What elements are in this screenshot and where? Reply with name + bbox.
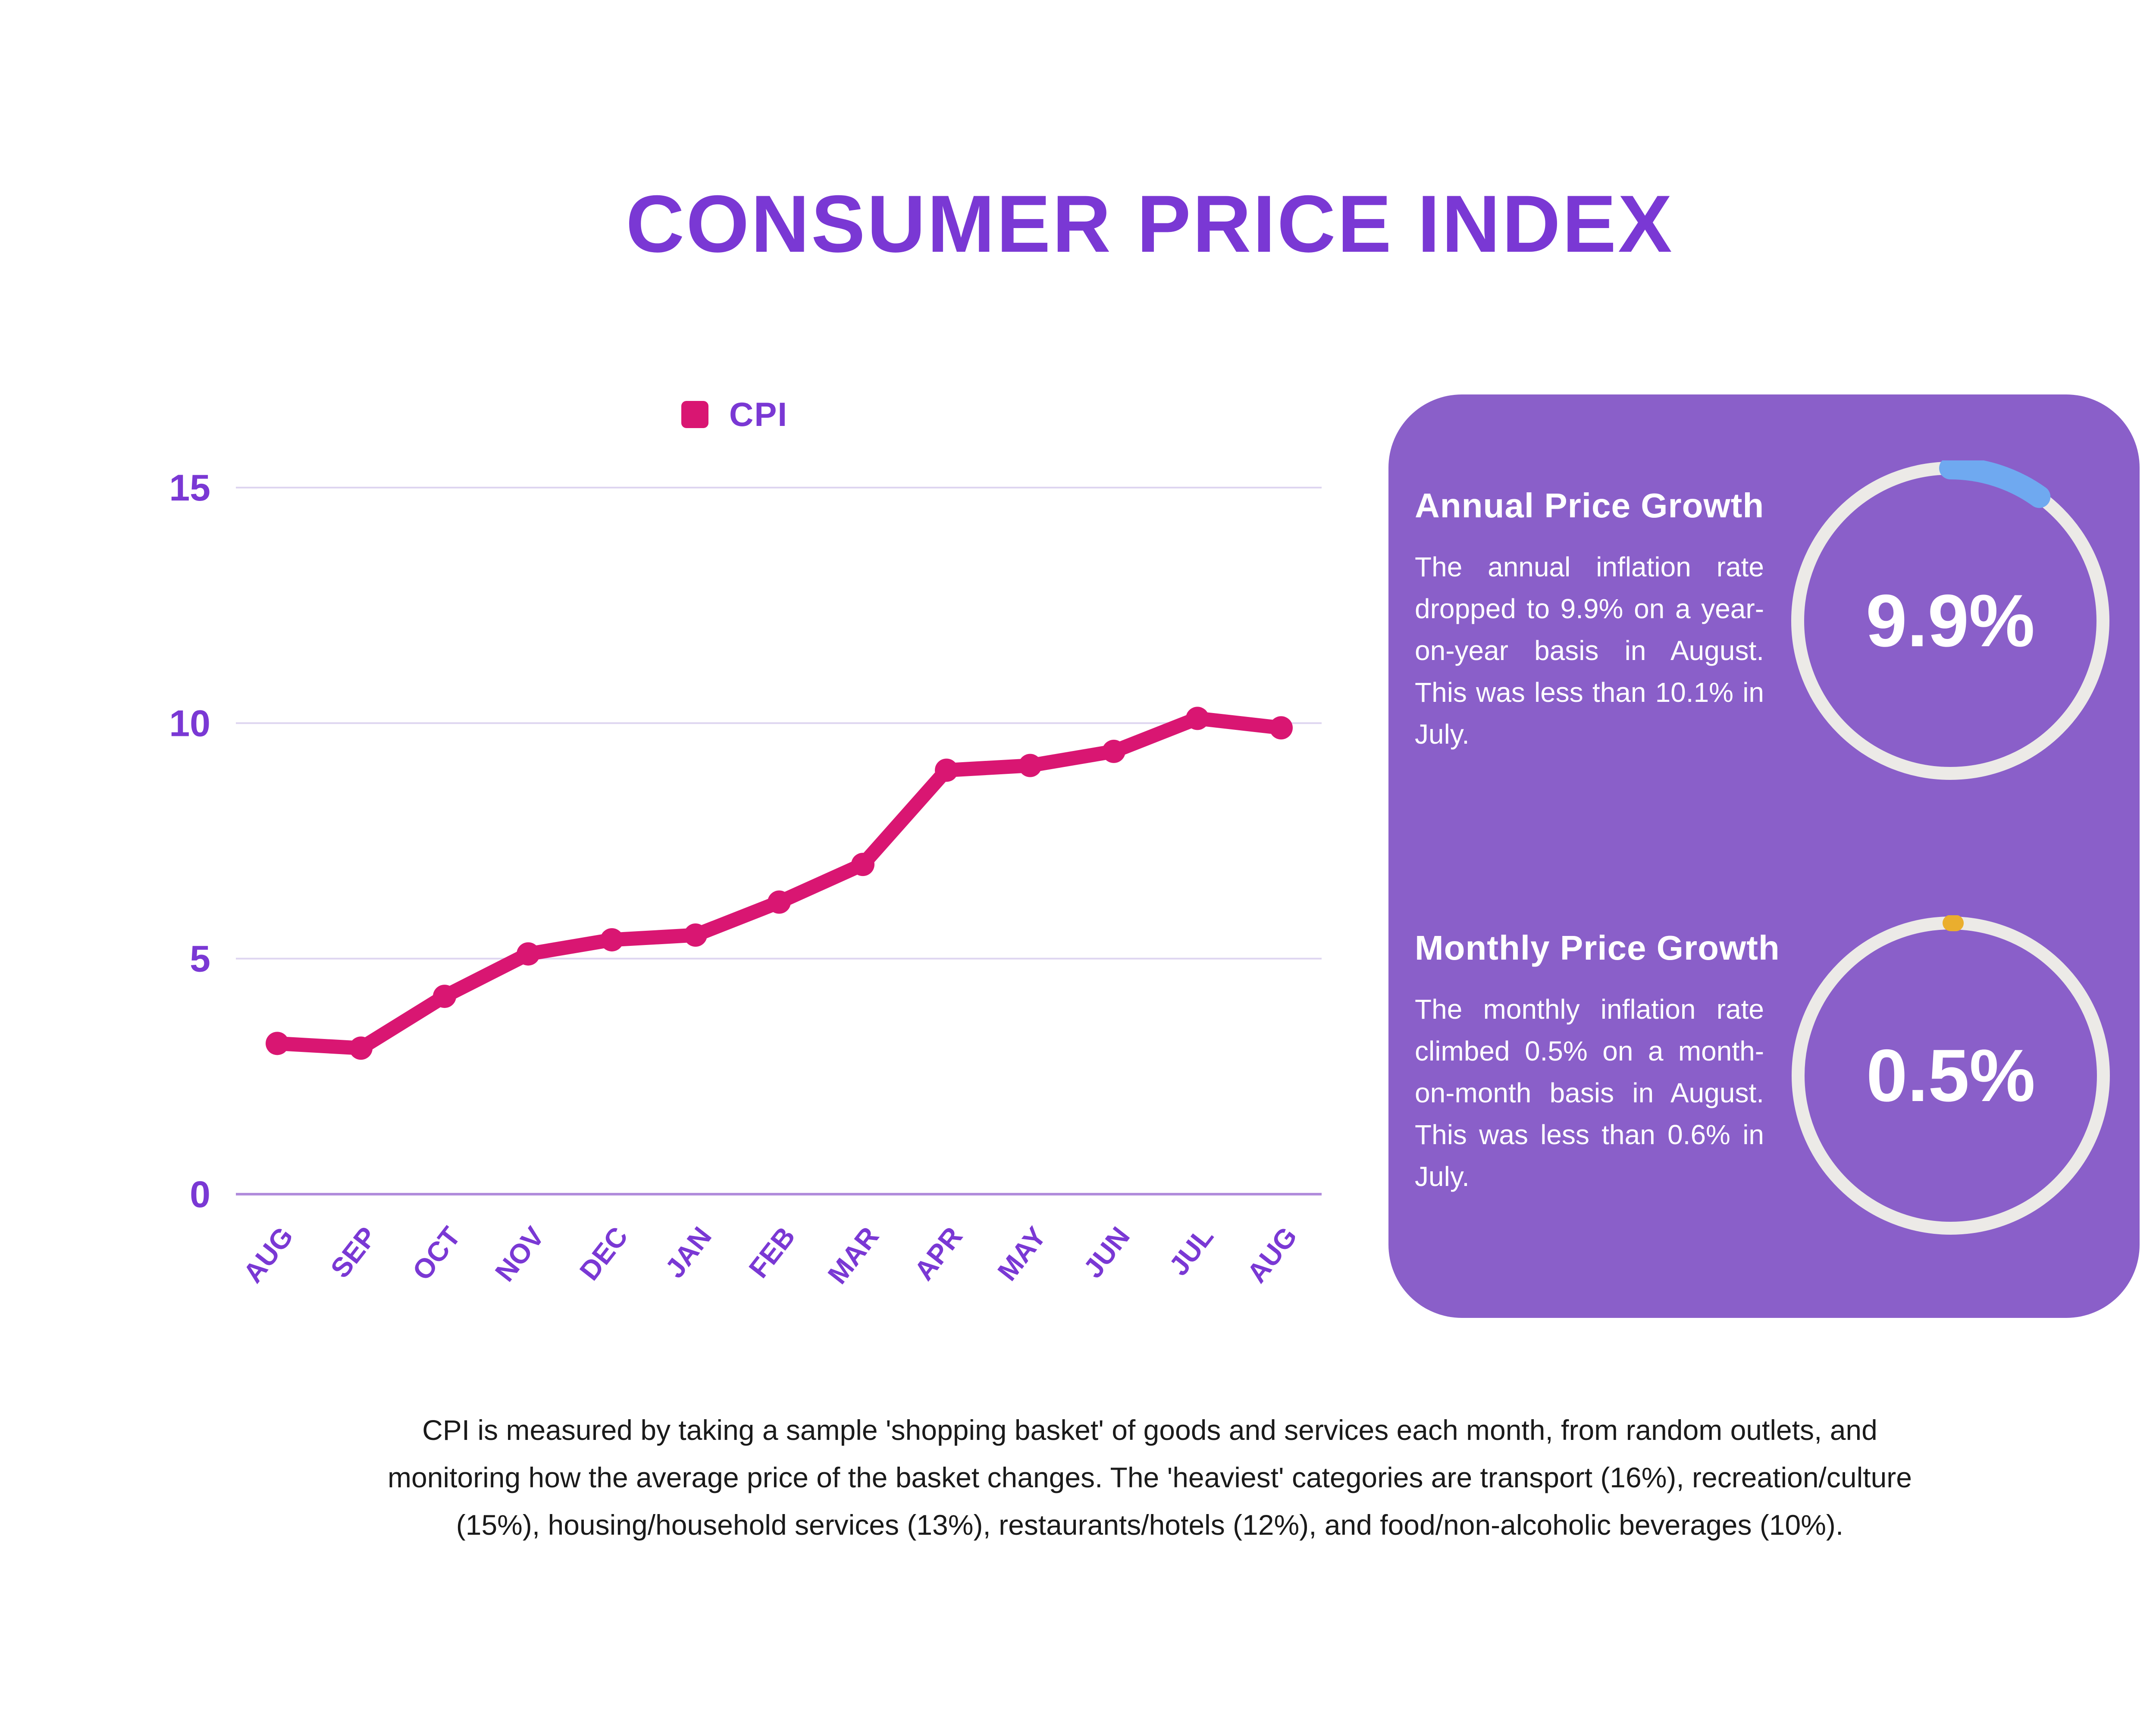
chart-legend: CPI	[681, 395, 788, 434]
x-axis-tick-label-aug-0: AUG	[237, 1221, 299, 1288]
monthly-donut-indicator: 0.5%	[1790, 915, 2111, 1236]
monthly-price-growth-text: The monthly inflation rate climbed 0.5% …	[1415, 994, 1764, 1192]
monthly-rate-value: 0.5%	[1866, 1034, 2036, 1117]
annual-price-growth-heading: Annual Price Growth	[1415, 486, 1764, 525]
monthly-ring-progress-arc	[1790, 915, 2111, 1236]
page-title: CONSUMER PRICE INDEX	[626, 178, 1674, 269]
y-axis-tick-label-10: 10	[169, 703, 210, 744]
x-axis-tick-label-dec-4: DEC	[573, 1221, 634, 1286]
cpi-legend-swatch-icon	[681, 401, 708, 428]
cpi-description-line: CPI is measured by taking a sample 'shop…	[422, 1414, 1877, 1446]
cpi-point-sep-1	[349, 1036, 373, 1060]
x-axis-tick-label-may-9: MAY	[991, 1221, 1052, 1286]
cpi-legend-label: CPI	[729, 395, 788, 433]
x-axis-tick-label-oct-2: OCT	[406, 1221, 467, 1286]
monthly-price-growth-heading: Monthly Price Growth	[1415, 929, 1780, 967]
x-axis-tick-label-aug-12: AUG	[1241, 1221, 1303, 1288]
cpi-point-oct-2	[433, 985, 456, 1008]
x-axis-tick-label-mar-7: MAR	[822, 1221, 885, 1289]
cpi-point-mar-7	[851, 853, 874, 876]
y-axis-tick-label-0: 0	[190, 1174, 210, 1215]
cpi-description: CPI is measured by taking a sample 'shop…	[0, 1406, 2156, 1549]
x-axis-tick-label-apr-8: APR	[908, 1221, 968, 1286]
x-axis-tick-label-sep-1: SEP	[324, 1221, 383, 1283]
annual-price-growth-text: The annual inflation rate dropped to 9.9…	[1415, 551, 1764, 750]
x-axis-tick-label-feb-6: FEB	[743, 1221, 801, 1283]
x-axis-tick-label-nov-3: NOV	[489, 1221, 550, 1287]
price-growth-card: Annual Price Growth The annual inflation…	[1388, 394, 2140, 1318]
annual-donut-indicator: 9.9%	[1790, 460, 2111, 781]
annual-ring-progress-arc	[1790, 460, 2111, 781]
x-axis-tick-label-jun-10: JUN	[1077, 1221, 1136, 1283]
cpi-point-apr-8	[935, 758, 958, 782]
cpi-point-jun-10	[1102, 739, 1125, 763]
cpi-point-dec-4	[600, 928, 624, 951]
cpi-point-aug-0	[266, 1032, 289, 1055]
cpi-description-line: (15%), housing/household services (13%),…	[456, 1509, 1844, 1541]
cpi-point-jul-11	[1186, 707, 1209, 730]
cpi-point-feb-6	[768, 890, 791, 914]
cpi-line	[270, 711, 1288, 1055]
y-axis-tick-label-5: 5	[190, 939, 210, 980]
cpi-description-line: monitoring how the average price of the …	[388, 1461, 1912, 1493]
annual-rate-value: 9.9%	[1865, 579, 2035, 662]
cpi-point-may-9	[1018, 754, 1042, 777]
x-axis-tick-label-jul-11: JUL	[1163, 1221, 1219, 1281]
cpi-point-nov-3	[517, 942, 540, 966]
y-axis-tick-label-15: 15	[169, 467, 210, 509]
x-axis-tick-label-jan-5: JAN	[659, 1221, 718, 1283]
cpi-point-jan-5	[684, 923, 707, 947]
cpi-point-aug-12	[1269, 716, 1293, 740]
